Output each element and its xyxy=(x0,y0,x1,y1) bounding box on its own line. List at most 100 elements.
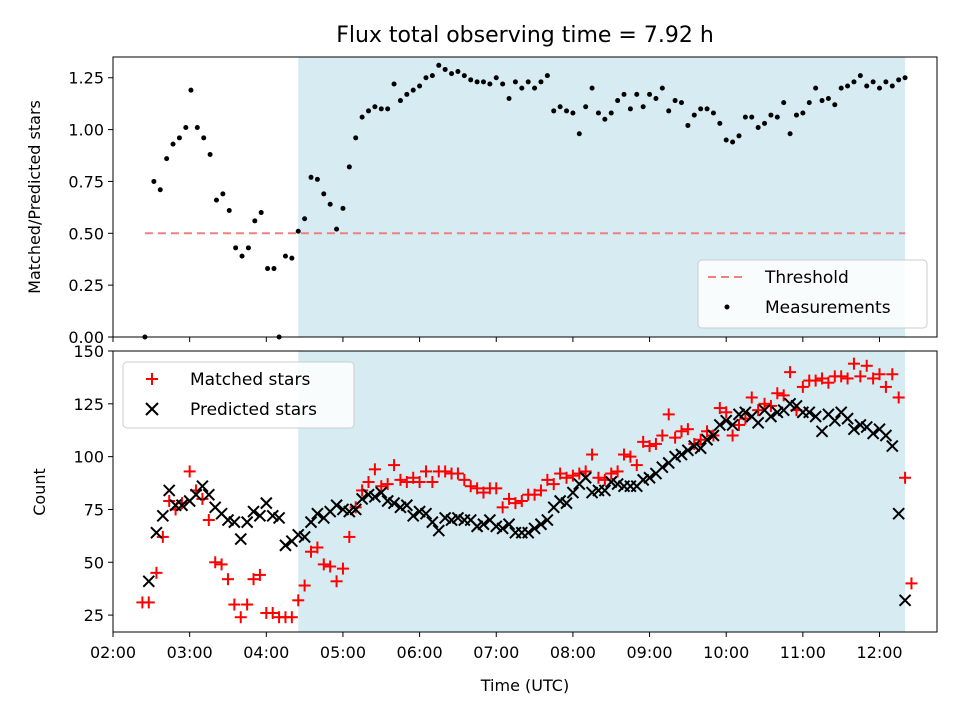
predicted-x-b xyxy=(349,503,362,516)
measurement-point xyxy=(864,83,870,89)
matched-star-point xyxy=(547,478,560,491)
measurement-point xyxy=(385,106,391,112)
top-y-tick-label: 1.00 xyxy=(68,121,104,140)
predicted-x-b xyxy=(150,526,163,539)
matched-star-point xyxy=(534,484,547,497)
predicted-x-b xyxy=(426,515,439,529)
measurement-point xyxy=(442,66,448,72)
measurement-point xyxy=(551,108,557,114)
predicted-star-point xyxy=(579,471,592,484)
measurement-point xyxy=(334,226,340,232)
predicted-star-point xyxy=(521,526,535,539)
predicted-x-b xyxy=(208,501,222,514)
top-x-axis-ticks xyxy=(112,337,881,342)
predicted-star-point xyxy=(809,410,822,423)
matched-star-point xyxy=(796,380,809,393)
matched-star-point xyxy=(688,437,701,450)
predicted-x-b xyxy=(764,410,778,423)
predicted-x-b xyxy=(438,511,452,525)
measurement-point xyxy=(583,104,589,110)
matched-star-point xyxy=(336,562,349,575)
predicted-x-b xyxy=(234,532,247,546)
measurement-point xyxy=(194,125,200,131)
predicted-x-b xyxy=(681,444,695,457)
bottom-y-tick-label: 50 xyxy=(84,553,104,572)
predicted-x-b xyxy=(451,511,465,525)
bottom-x-tick-label: 06:00 xyxy=(397,643,443,662)
matched-star-point xyxy=(630,459,643,472)
predicted-star-point xyxy=(228,515,241,529)
predicted-star-point xyxy=(713,418,727,432)
matched-star-point xyxy=(298,579,311,592)
matched-star-point xyxy=(835,370,848,383)
predicted-x-b xyxy=(381,494,394,508)
measurement-point xyxy=(678,100,684,106)
measurement-point xyxy=(512,79,518,85)
measurement-point xyxy=(340,205,346,211)
measurement-point xyxy=(468,77,474,83)
matched-star-point xyxy=(202,514,215,527)
bottom-y-tick-label: 100 xyxy=(73,448,104,467)
predicted-x-b xyxy=(854,418,867,432)
matched-star-point xyxy=(515,495,528,508)
matched-star-point xyxy=(221,573,234,586)
predicted-x-b xyxy=(688,439,701,453)
predicted-x-b xyxy=(375,486,388,499)
predicted-x-b xyxy=(611,477,624,491)
measurement-point xyxy=(595,110,601,116)
matched-star-point xyxy=(905,577,918,590)
predicted-star-point xyxy=(496,522,509,535)
predicted-x-b xyxy=(879,429,893,442)
measurement-point xyxy=(436,62,442,68)
measurement-point xyxy=(239,253,245,259)
predicted-x-b xyxy=(809,410,822,423)
measurement-point xyxy=(851,79,857,85)
matched-star-point xyxy=(784,366,797,379)
matched-star-point xyxy=(451,467,464,480)
predicted-x-b xyxy=(432,524,445,537)
measurement-point xyxy=(544,73,550,79)
matched-star-point xyxy=(247,573,260,586)
matched-star-point xyxy=(611,465,624,478)
matched-star-point xyxy=(701,425,714,438)
measurement-point xyxy=(742,114,748,120)
predicted-x-b xyxy=(142,575,155,588)
predicted-star-point xyxy=(879,429,893,442)
matched-star-point xyxy=(777,389,790,402)
matched-star-point xyxy=(771,387,784,400)
measurement-point xyxy=(717,120,723,126)
predicted-star-point xyxy=(751,416,765,430)
measurement-point xyxy=(825,95,831,101)
measurement-point xyxy=(774,114,780,120)
measurement-point xyxy=(378,106,384,112)
bottom-y-tick-label: 150 xyxy=(73,342,104,361)
predicted-star-point xyxy=(694,441,707,455)
measurement-point xyxy=(474,79,480,85)
matched-star-point xyxy=(413,475,426,488)
predicted-star-point xyxy=(304,515,318,529)
matched-star-point xyxy=(816,372,829,385)
predicted-x-b xyxy=(751,416,765,430)
matched-star-point xyxy=(892,391,905,404)
measurement-point xyxy=(710,110,716,116)
predicted-star-point xyxy=(330,499,343,512)
predicted-star-point xyxy=(656,460,669,474)
matched-star-point xyxy=(656,429,669,442)
bottom-x-axis-ticks: 02:00 03:00 04:00 05:00 06:00 07:00 08:00 09:00… xyxy=(90,632,903,662)
measurement-point xyxy=(188,87,194,93)
matched-star-point xyxy=(150,566,163,579)
matched-star-point xyxy=(662,408,675,421)
matched-star-point xyxy=(560,471,573,484)
matched-star-point xyxy=(196,492,209,505)
measurements-series xyxy=(142,62,908,340)
x-axis-label: Time (UTC) xyxy=(480,676,569,695)
measurement-point xyxy=(608,110,614,116)
measurement-point xyxy=(519,85,525,91)
measurement-point xyxy=(813,85,819,91)
matched-star-point xyxy=(215,558,228,571)
legend-predicted-swatch xyxy=(145,402,159,416)
matched-star-point xyxy=(324,560,337,573)
matched-star-point xyxy=(311,541,324,554)
predicted-x-b xyxy=(892,507,905,520)
predicted-x-b xyxy=(694,441,707,455)
